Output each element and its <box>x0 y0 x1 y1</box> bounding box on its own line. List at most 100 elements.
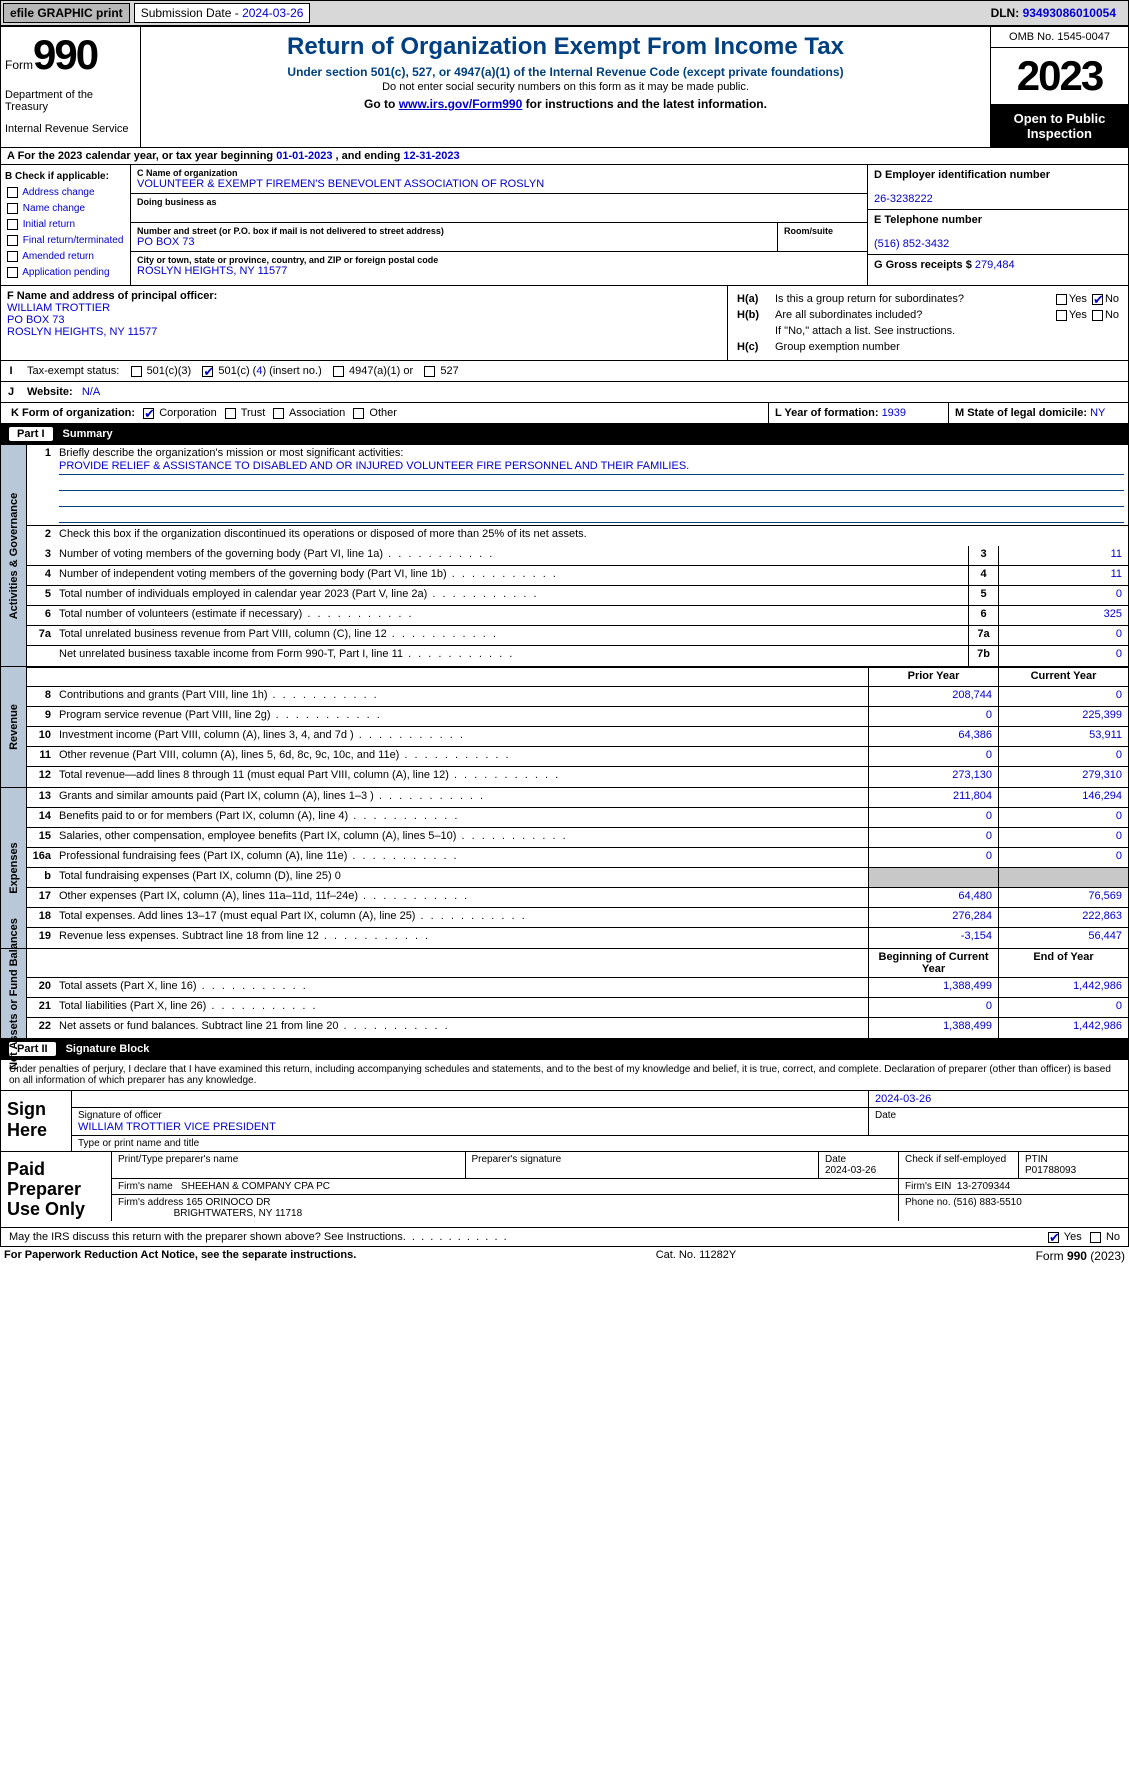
checkbox-hb-no[interactable] <box>1092 310 1103 321</box>
summary-revenue: Revenue Prior YearCurrent Year 8Contribu… <box>0 667 1129 788</box>
checkbox-assoc[interactable] <box>273 408 284 419</box>
checkbox-final-return[interactable] <box>7 235 18 246</box>
summary-row: 12Total revenue—add lines 8 through 11 (… <box>27 767 1128 787</box>
firm-ein: 13-2709344 <box>957 1181 1010 1192</box>
checkbox-hb-yes[interactable] <box>1056 310 1067 321</box>
sign-date: 2024-03-26 <box>875 1093 931 1105</box>
block-F-H: F Name and address of principal officer:… <box>0 286 1129 361</box>
summary-row: Net unrelated business taxable income fr… <box>27 646 1128 666</box>
summary-row: 10Investment income (Part VIII, column (… <box>27 727 1128 747</box>
tab-governance: Activities & Governance <box>8 492 20 619</box>
irs-link[interactable]: www.irs.gov/Form990 <box>399 97 523 111</box>
summary-row: 8Contributions and grants (Part VIII, li… <box>27 687 1128 707</box>
summary-row: 18Total expenses. Add lines 13–17 (must … <box>27 908 1128 928</box>
phone-label: E Telephone number <box>874 214 982 226</box>
gross-receipts: G Gross receipts $ 279,484 <box>868 255 1128 275</box>
row-K-L-M: K Form of organization: Corporation Trus… <box>0 403 1129 424</box>
part-1-header: Part ISummary <box>0 424 1129 445</box>
form-number: 990 <box>33 31 97 78</box>
top-toolbar: efile GRAPHIC print Submission Date - 20… <box>0 0 1129 26</box>
checkbox-address-change[interactable] <box>7 187 18 198</box>
summary-row: 21Total liabilities (Part X, line 26)00 <box>27 998 1128 1018</box>
checkbox-501c[interactable] <box>202 366 213 377</box>
summary-row: 5Total number of individuals employed in… <box>27 586 1128 606</box>
dept-irs: Internal Revenue Service <box>5 123 136 135</box>
checkbox-initial-return[interactable] <box>7 219 18 230</box>
ein-value: 26-3238222 <box>874 193 933 205</box>
checkbox-trust[interactable] <box>225 408 236 419</box>
checkbox-discuss-no[interactable] <box>1090 1232 1101 1243</box>
checkbox-501c3[interactable] <box>131 366 142 377</box>
penalty-text: Under penalties of perjury, I declare th… <box>1 1060 1128 1090</box>
dept-treasury: Department of the Treasury <box>5 89 136 113</box>
ein-label: D Employer identification number <box>874 169 1050 181</box>
part-2-header: Part IISignature Block <box>0 1039 1129 1060</box>
efile-print-button[interactable]: efile GRAPHIC print <box>3 3 130 23</box>
section-H-group: H(a)Is this a group return for subordina… <box>728 286 1128 360</box>
tab-revenue: Revenue <box>8 704 20 750</box>
summary-row: 20Total assets (Part X, line 16)1,388,49… <box>27 978 1128 998</box>
checkbox-ha-no[interactable] <box>1092 294 1103 305</box>
dln: DLN: 93493086010054 <box>985 4 1122 22</box>
signature-block: Under penalties of perjury, I declare th… <box>0 1060 1129 1152</box>
ssn-note: Do not enter social security numbers on … <box>153 81 978 93</box>
ptin: P01788093 <box>1025 1165 1076 1176</box>
checkbox-pending[interactable] <box>7 267 18 278</box>
mission-text: PROVIDE RELIEF & ASSISTANCE TO DISABLED … <box>59 459 1124 475</box>
checkbox-4947a1[interactable] <box>333 366 344 377</box>
section-A-taxyear: A For the 2023 calendar year, or tax yea… <box>0 148 1129 165</box>
org-street: PO BOX 73 <box>137 236 771 248</box>
row-J-website: J Website: N/A <box>0 382 1129 403</box>
summary-row: 3Number of voting members of the governi… <box>27 546 1128 566</box>
may-irs-discuss: May the IRS discuss this return with the… <box>0 1228 1129 1247</box>
summary-netassets: Net Assets or Fund Balances Beginning of… <box>0 949 1129 1039</box>
checkbox-other[interactable] <box>353 408 364 419</box>
summary-row: 14Benefits paid to or for members (Part … <box>27 808 1128 828</box>
tab-net-assets: Net Assets or Fund Balances <box>8 918 20 1070</box>
form-subtitle: Under section 501(c), 527, or 4947(a)(1)… <box>153 65 978 79</box>
org-name: VOLUNTEER & EXEMPT FIREMEN'S BENEVOLENT … <box>137 178 861 190</box>
submission-date-box: Submission Date - 2024-03-26 <box>134 3 311 23</box>
section-C-org-info: C Name of organizationVOLUNTEER & EXEMPT… <box>131 165 868 285</box>
summary-row: 17Other expenses (Part IX, column (A), l… <box>27 888 1128 908</box>
form-header: Form990 Department of the Treasury Inter… <box>0 26 1129 148</box>
summary-row: 9Program service revenue (Part VIII, lin… <box>27 707 1128 727</box>
block-B-through-G: B Check if applicable: Address change Na… <box>0 165 1129 286</box>
firm-name: SHEEHAN & COMPANY CPA PC <box>181 1181 330 1192</box>
summary-expenses: Expenses 13Grants and similar amounts pa… <box>0 788 1129 949</box>
paid-preparer-label: Paid Preparer Use Only <box>1 1152 111 1227</box>
page-footer: For Paperwork Reduction Act Notice, see … <box>0 1247 1129 1265</box>
checkbox-discuss-yes[interactable] <box>1048 1232 1059 1243</box>
summary-row: 19Revenue less expenses. Subtract line 1… <box>27 928 1128 948</box>
checkbox-corp[interactable] <box>143 408 154 419</box>
summary-row: 15Salaries, other compensation, employee… <box>27 828 1128 848</box>
phone-value: (516) 852-3432 <box>874 238 949 250</box>
paid-preparer-block: Paid Preparer Use Only Print/Type prepar… <box>0 1152 1129 1228</box>
summary-row: 4Number of independent voting members of… <box>27 566 1128 586</box>
row-I-tax-exempt: I Tax-exempt status: 501(c)(3) 501(c) (4… <box>0 361 1129 382</box>
checkbox-527[interactable] <box>424 366 435 377</box>
goto-link-line: Go to www.irs.gov/Form990 for instructio… <box>153 97 978 111</box>
summary-row: 11Other revenue (Part VIII, column (A), … <box>27 747 1128 767</box>
firm-phone: (516) 883-5510 <box>953 1197 1021 1208</box>
form-label: Form <box>5 58 33 72</box>
open-to-public: Open to Public Inspection <box>991 105 1128 147</box>
form-title: Return of Organization Exempt From Incom… <box>153 33 978 61</box>
summary-row: 13Grants and similar amounts paid (Part … <box>27 788 1128 808</box>
officer-name: WILLIAM TROTTIER VICE PRESIDENT <box>78 1121 276 1133</box>
summary-row: 16aProfessional fundraising fees (Part I… <box>27 848 1128 868</box>
omb-number: OMB No. 1545-0047 <box>991 27 1128 48</box>
summary-row: 7aTotal unrelated business revenue from … <box>27 626 1128 646</box>
checkbox-amended[interactable] <box>7 251 18 262</box>
sign-here-label: Sign Here <box>1 1091 71 1151</box>
tab-expenses: Expenses <box>8 842 20 893</box>
checkbox-name-change[interactable] <box>7 203 18 214</box>
summary-row: 22Net assets or fund balances. Subtract … <box>27 1018 1128 1038</box>
section-B-checkboxes: B Check if applicable: Address change Na… <box>1 165 131 285</box>
tax-year: 2023 <box>991 48 1128 105</box>
checkbox-ha-yes[interactable] <box>1056 294 1067 305</box>
section-F-officer: F Name and address of principal officer:… <box>1 286 728 360</box>
org-city: ROSLYN HEIGHTS, NY 11577 <box>137 265 861 277</box>
summary-row: 6Total number of volunteers (estimate if… <box>27 606 1128 626</box>
section-D-E-G: D Employer identification number 26-32382… <box>868 165 1128 285</box>
